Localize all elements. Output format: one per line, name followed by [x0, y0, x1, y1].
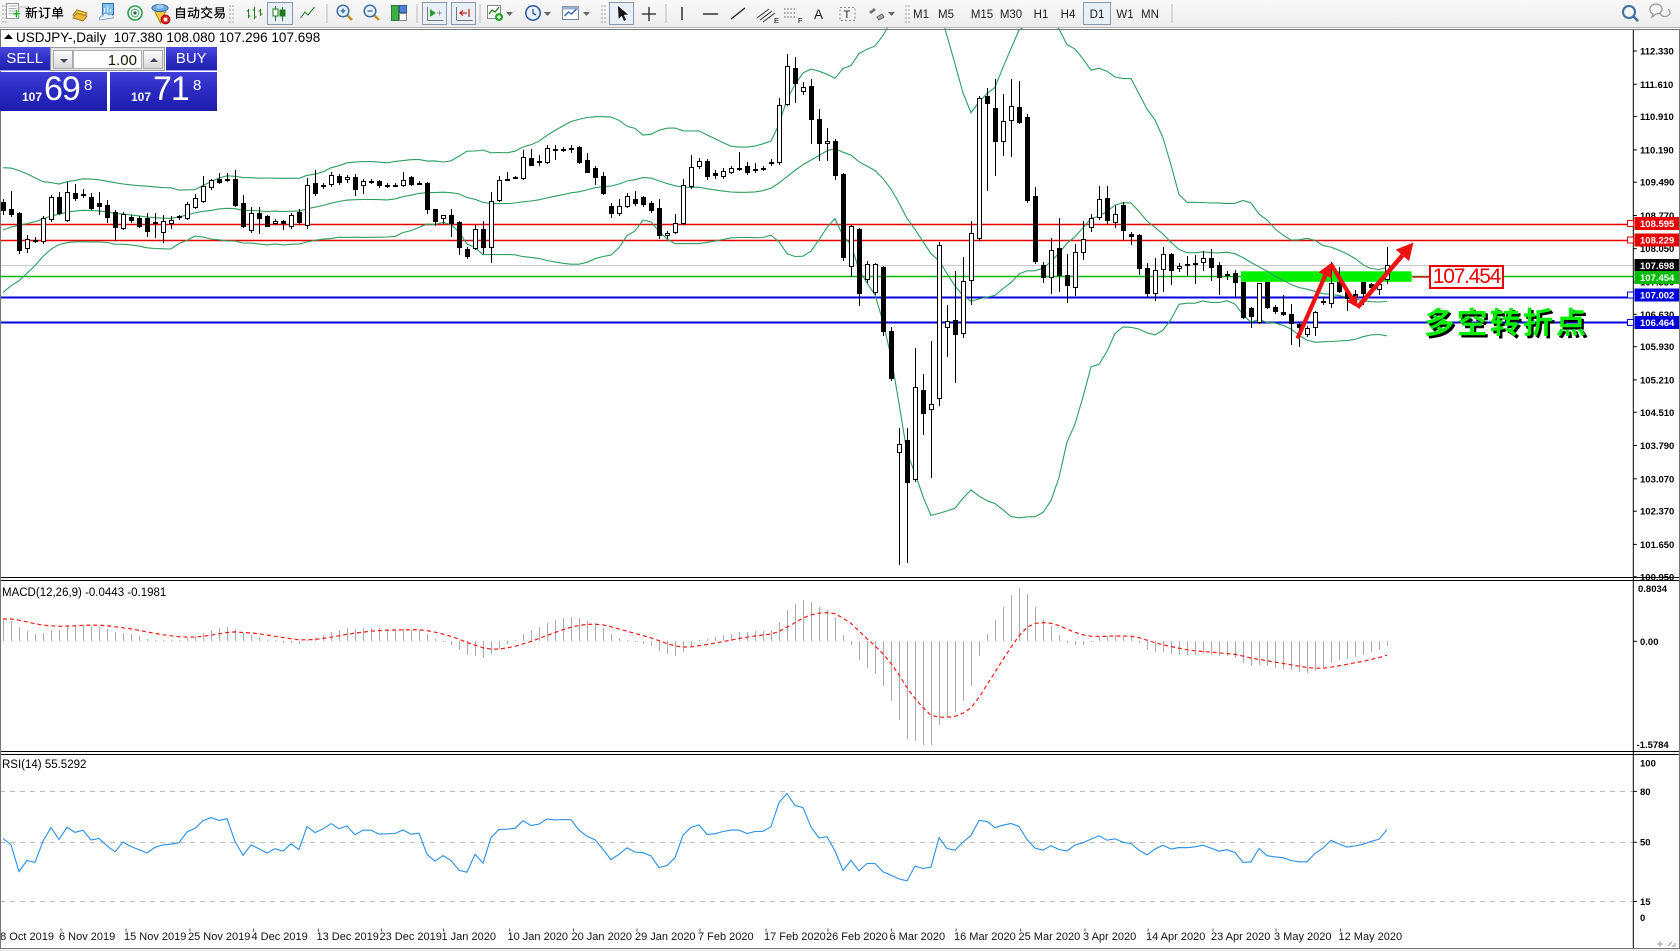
svg-text:E: E	[774, 16, 779, 25]
svg-text:20 Jan 2020: 20 Jan 2020	[572, 931, 633, 943]
svg-text:101.650: 101.650	[1640, 540, 1674, 551]
svg-text:7 Feb 2020: 7 Feb 2020	[698, 931, 754, 943]
svg-text:-1.5784: -1.5784	[1637, 740, 1670, 751]
svg-text:100.950: 100.950	[1640, 572, 1674, 583]
svg-text:F: F	[798, 16, 803, 25]
svg-text:106.464: 106.464	[1640, 318, 1675, 329]
svg-text:50: 50	[1640, 838, 1651, 849]
svg-text:23 Dec 2019: 23 Dec 2019	[380, 931, 442, 943]
svg-text:26 Feb 2020: 26 Feb 2020	[826, 931, 888, 943]
svg-text:100: 100	[1640, 759, 1656, 770]
svg-text:103.070: 103.070	[1640, 474, 1674, 485]
svg-text:103.790: 103.790	[1640, 441, 1674, 452]
svg-text:28 Oct 2019: 28 Oct 2019	[0, 931, 54, 943]
svg-text:107.002: 107.002	[1640, 291, 1674, 302]
svg-text:110.190: 110.190	[1640, 145, 1674, 156]
svg-text:17 Feb 2020: 17 Feb 2020	[764, 931, 826, 943]
svg-text:12 May 2020: 12 May 2020	[1339, 931, 1403, 943]
svg-text:M5: M5	[938, 9, 954, 21]
svg-text:108.050: 108.050	[1640, 244, 1674, 255]
svg-text:H4: H4	[1061, 9, 1076, 21]
svg-text:107.698: 107.698	[1640, 261, 1674, 272]
svg-text:80: 80	[1640, 787, 1651, 798]
svg-text:15 Nov 2019: 15 Nov 2019	[124, 931, 186, 943]
svg-text:USDJPY-,Daily 107.380 108.080: USDJPY-,Daily 107.380 108.080 107.296 10…	[16, 30, 320, 45]
svg-text:0.00: 0.00	[1640, 637, 1659, 648]
svg-text:102.370: 102.370	[1640, 507, 1674, 518]
svg-text:105.930: 105.930	[1640, 342, 1674, 353]
svg-text:108.595: 108.595	[1640, 219, 1675, 230]
svg-text:15: 15	[1640, 897, 1651, 908]
svg-text:M30: M30	[1000, 9, 1022, 21]
svg-text:M1: M1	[913, 9, 929, 21]
svg-text:104.510: 104.510	[1640, 408, 1674, 419]
svg-text:23 Apr 2020: 23 Apr 2020	[1211, 931, 1270, 943]
svg-text:T: T	[844, 9, 851, 21]
svg-text:108.770: 108.770	[1640, 211, 1674, 222]
svg-text:25 Nov 2019: 25 Nov 2019	[188, 931, 250, 943]
svg-text:A: A	[814, 7, 823, 22]
svg-text:RSI(14) 55.5292: RSI(14) 55.5292	[2, 759, 86, 771]
svg-text:109.490: 109.490	[1640, 178, 1674, 189]
svg-text:D1: D1	[1090, 9, 1105, 21]
svg-text:106.630: 106.630	[1640, 310, 1674, 321]
svg-text:13 Dec 2019: 13 Dec 2019	[317, 931, 379, 943]
svg-text:10 Jan 2020: 10 Jan 2020	[508, 931, 569, 943]
svg-text:4 Dec 2019: 4 Dec 2019	[252, 931, 308, 943]
svg-text:3 May 2020: 3 May 2020	[1274, 931, 1331, 943]
svg-text:M15: M15	[971, 9, 993, 21]
svg-text:16 Mar 2020: 16 Mar 2020	[954, 931, 1016, 943]
svg-text:111.610: 111.610	[1640, 80, 1673, 91]
svg-text:0.8034: 0.8034	[1638, 584, 1668, 595]
svg-text:H1: H1	[1034, 9, 1049, 21]
svg-text:6 Nov 2019: 6 Nov 2019	[59, 931, 115, 943]
svg-text:MACD(12,26,9) -0.0443 -0.1981: MACD(12,26,9) -0.0443 -0.1981	[2, 587, 166, 599]
svg-text:MN: MN	[1141, 9, 1159, 21]
svg-text:25 Mar 2020: 25 Mar 2020	[1019, 931, 1081, 943]
svg-text:105.210: 105.210	[1640, 375, 1674, 386]
svg-text:112.330: 112.330	[1640, 47, 1674, 58]
svg-text:6 Mar 2020: 6 Mar 2020	[890, 931, 946, 943]
svg-text:14 Apr 2020: 14 Apr 2020	[1146, 931, 1205, 943]
svg-text:107.454: 107.454	[1640, 273, 1675, 284]
svg-text:108.229: 108.229	[1640, 236, 1674, 247]
svg-text:0: 0	[1640, 913, 1645, 924]
svg-text:110.910: 110.910	[1640, 112, 1674, 123]
svg-text:3 Apr 2020: 3 Apr 2020	[1083, 931, 1136, 943]
svg-text:W1: W1	[1116, 9, 1133, 21]
svg-text:1 Jan 2020: 1 Jan 2020	[442, 931, 496, 943]
svg-text:29 Jan 2020: 29 Jan 2020	[635, 931, 696, 943]
